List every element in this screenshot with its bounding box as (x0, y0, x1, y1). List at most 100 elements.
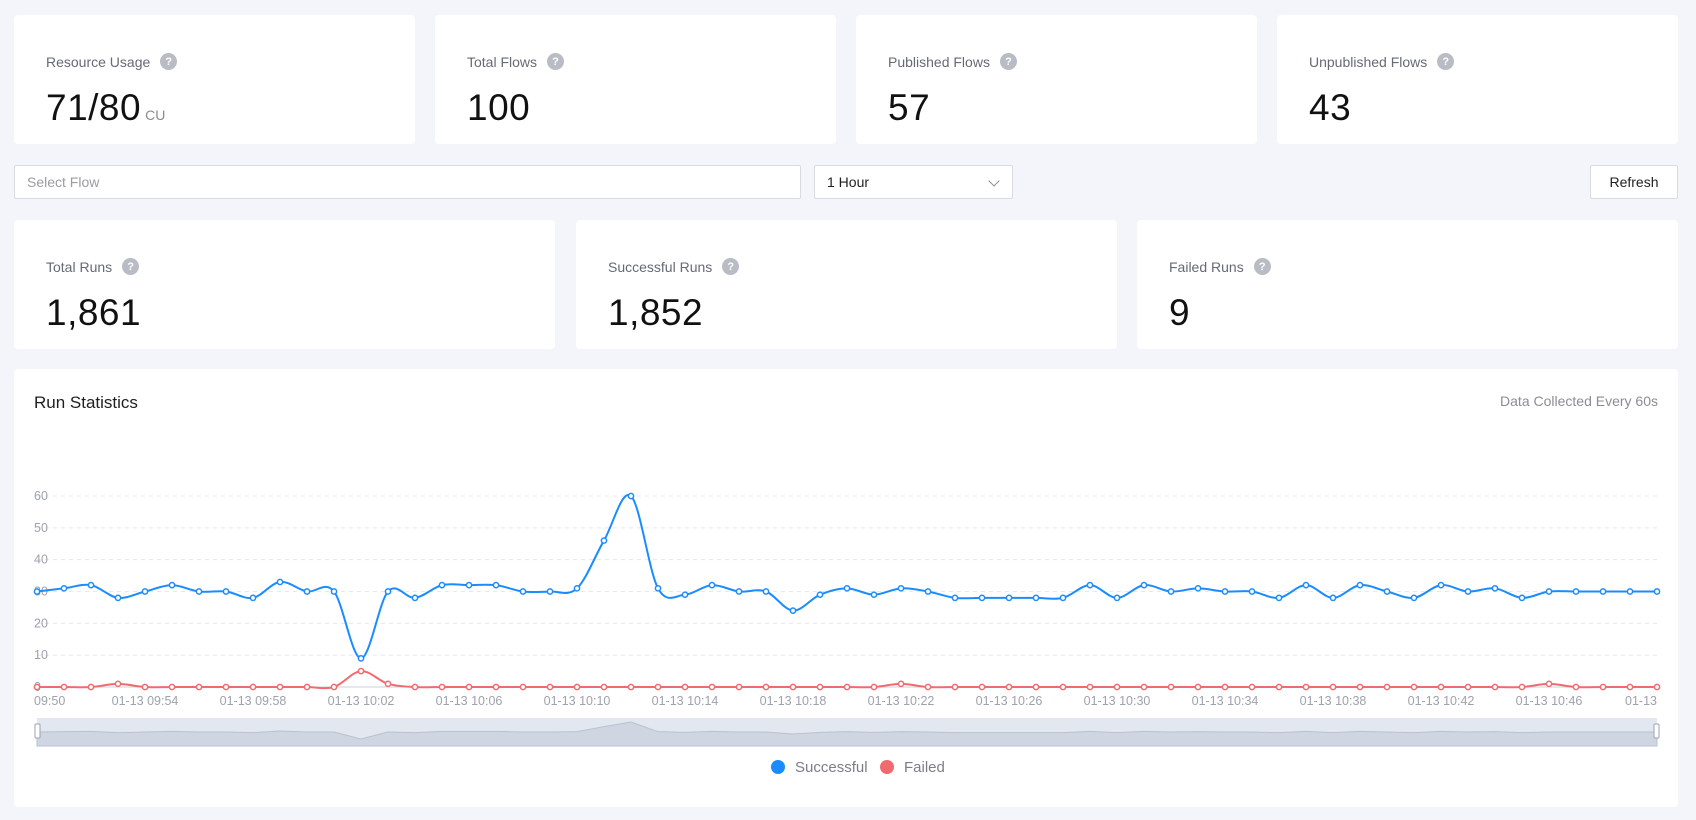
successful-runs-value: 1,852 (608, 292, 704, 333)
failed-point (600, 683, 608, 691)
successful-point (1032, 594, 1040, 602)
help-icon[interactable]: ? (160, 53, 178, 70)
successful-point (411, 594, 419, 602)
successful-point (600, 537, 608, 544)
help-icon[interactable]: ? (547, 53, 565, 70)
y-tick-label: 20 (34, 616, 48, 630)
successful-point (519, 588, 527, 595)
total-runs-value: 1,861 (46, 292, 142, 333)
unpublished-flows-card: Unpublished Flows ? 43 (1277, 15, 1678, 144)
flow-select[interactable] (14, 165, 801, 199)
y-tick-label: 10 (34, 648, 48, 662)
published-flows-label-row: Published Flows ? (888, 53, 1017, 70)
successful-point (1599, 588, 1607, 595)
successful-point (222, 588, 230, 595)
resource-usage-label-row: Resource Usage ? (46, 53, 178, 70)
x-tick-label: 01-13 (1625, 694, 1657, 708)
failed-legend-dot (880, 760, 894, 774)
successful-point (789, 607, 797, 614)
chart-note: Data Collected Every 60s (1500, 393, 1658, 409)
failed-point (627, 683, 635, 691)
help-icon[interactable]: ? (722, 258, 740, 275)
total-flows-value: 100 (467, 87, 531, 128)
x-tick-label: 01-13 10:06 (436, 694, 503, 708)
failed-point (573, 683, 581, 691)
zoom-handle-left[interactable] (34, 723, 41, 739)
unpublished-flows-label-row: Unpublished Flows ? (1309, 53, 1455, 70)
successful-point (762, 588, 770, 595)
total-flows-card: Total Flows ? 100 (435, 15, 836, 144)
failed-point (1221, 683, 1229, 691)
chart-legend: Successful Failed (771, 759, 945, 776)
total-runs-label-row: Total Runs ? (46, 258, 140, 275)
failed-point (1545, 680, 1553, 688)
run-statistics-panel: Run Statistics Data Collected Every 60s … (14, 369, 1678, 807)
successful-point (33, 588, 41, 595)
total-runs-card: Total Runs ? 1,861 (14, 220, 555, 349)
help-icon[interactable]: ? (1437, 53, 1455, 70)
successful-point (573, 584, 581, 592)
successful-point (1275, 594, 1283, 602)
failed-point (168, 683, 176, 691)
successful-point (1140, 581, 1148, 589)
failed-point (465, 683, 473, 691)
legend-item-successful[interactable]: Successful (771, 759, 868, 776)
failed-point (1140, 683, 1148, 691)
resource-usage-value: 71/80 (46, 87, 142, 128)
published-flows-card: Published Flows ? 57 (856, 15, 1257, 144)
successful-point (249, 594, 257, 602)
failed-point (816, 683, 824, 691)
time-range-select[interactable]: 1 Hour (814, 165, 1013, 199)
help-icon[interactable]: ? (122, 258, 140, 275)
published-flows-value: 57 (888, 87, 931, 128)
failed-point (195, 683, 203, 691)
x-tick-label: 01-13 10:02 (328, 694, 395, 708)
failed-point (546, 683, 554, 691)
x-tick-label: 01-13 10:38 (1300, 694, 1367, 708)
successful-line (36, 493, 1657, 660)
failed-point (1275, 683, 1283, 691)
successful-point (438, 581, 446, 589)
failed-point (924, 683, 932, 691)
failed-point (141, 683, 149, 691)
zoom-handle-right[interactable] (1653, 723, 1660, 739)
x-tick-label: 01-13 10:46 (1516, 694, 1583, 708)
successful-point (1653, 588, 1661, 595)
failed-point (1194, 683, 1202, 691)
y-tick-label: 60 (34, 489, 48, 503)
failed-point (1599, 683, 1607, 691)
failed-point (1356, 683, 1364, 691)
x-tick-label: 01-13 10:34 (1192, 694, 1259, 708)
failed-runs-card: Failed Runs ? 9 (1137, 220, 1678, 349)
successful-point (1356, 581, 1364, 589)
failed-point (1464, 683, 1472, 691)
failed-point (1302, 683, 1310, 691)
flow-select-input[interactable] (27, 174, 800, 190)
failed-point (735, 683, 743, 691)
x-tick-label: 01-13 10:26 (976, 694, 1043, 708)
refresh-button[interactable]: Refresh (1590, 165, 1678, 199)
successful-point (978, 594, 986, 602)
data-zoom-slider[interactable] (34, 718, 1660, 747)
x-tick-label: 01-13 10:42 (1408, 694, 1475, 708)
help-icon[interactable]: ? (999, 53, 1017, 70)
successful-point (897, 584, 905, 592)
failed-point (897, 680, 905, 688)
failed-runs-label-row: Failed Runs ? (1169, 258, 1271, 275)
successful-point (330, 588, 338, 595)
failed-point (708, 683, 716, 691)
successful-point (1437, 581, 1445, 589)
successful-point (1113, 594, 1121, 602)
successful-series (33, 492, 1661, 662)
help-icon[interactable]: ? (1253, 258, 1271, 275)
successful-point (924, 588, 932, 595)
failed-legend-label: Failed (904, 759, 945, 776)
failed-point (1437, 683, 1445, 691)
successful-point (1248, 588, 1256, 595)
successful-point (627, 492, 635, 500)
failed-point (1383, 683, 1391, 691)
legend-item-failed[interactable]: Failed (880, 759, 945, 776)
successful-point (816, 591, 824, 599)
x-tick-label: 01-13 10:30 (1084, 694, 1151, 708)
failed-point (330, 683, 338, 691)
